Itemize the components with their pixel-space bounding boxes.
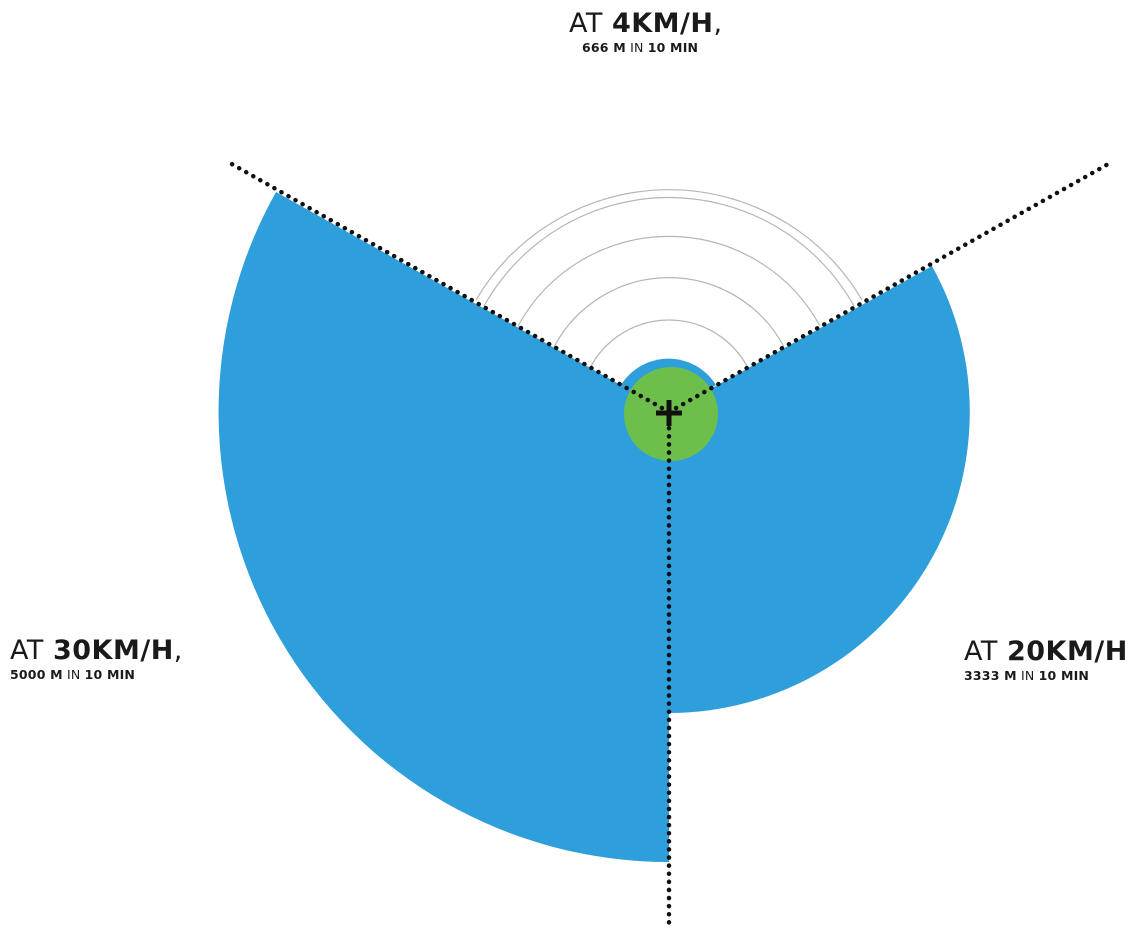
- sector-20kmh: [669, 266, 970, 713]
- bike-fast-time: 10 MIN: [84, 667, 136, 682]
- bike-prefix: AT: [964, 636, 998, 667]
- bike-fast-prefix: AT: [10, 635, 44, 666]
- bike-fast-speed: 30KM/H: [52, 635, 174, 666]
- bike-fast-speed-heading: AT 30KM/H,: [10, 637, 183, 664]
- radius-arc-1: [589, 319, 749, 369]
- radius-arcs: [475, 189, 863, 369]
- bike-distance-line: 3333 M IN 10 MIN: [964, 668, 1128, 683]
- radius-arc-4: [483, 196, 855, 307]
- cross-marker-icon: [656, 400, 682, 426]
- bike-distance: 3333 M: [964, 668, 1017, 683]
- radius-arc-2: [553, 277, 785, 348]
- walk-speed: 4KM/H: [611, 8, 714, 39]
- label-bike-30kmh: AT 30KM/H, 5000 M IN 10 MIN: [10, 637, 183, 682]
- sector-30kmh: [218, 192, 669, 863]
- label-walk-4kmh: AT 4KM/H, 666 M IN 10 MIN: [569, 10, 723, 55]
- bike-fast-distance-line: 5000 M IN 10 MIN: [10, 667, 183, 682]
- walk-prefix: AT: [569, 8, 603, 39]
- walk-suffix: ,: [713, 8, 723, 39]
- walk-speed-heading: AT 4KM/H,: [569, 10, 723, 37]
- walk-distance-line: 666 M IN 10 MIN: [582, 40, 723, 55]
- walk-in: IN: [630, 40, 644, 55]
- divider-lines: [227, 160, 1113, 927]
- bike-speed: 20KM/H: [1006, 636, 1128, 667]
- bike-fast-distance: 5000 M: [10, 667, 63, 682]
- bike-fast-in: IN: [66, 667, 81, 682]
- bike-in: IN: [1020, 668, 1035, 683]
- walk-distance: 666 M: [582, 40, 626, 55]
- label-bike-20kmh: AT 20KM/H 3333 M IN 10 MIN: [964, 638, 1128, 683]
- bike-time: 10 MIN: [1038, 668, 1090, 683]
- divider-line-upper-left: [227, 160, 672, 415]
- walk-time: 10 MIN: [647, 40, 699, 55]
- divider-line-upper-right: [666, 160, 1113, 415]
- radius-arc-5: [475, 189, 863, 301]
- bike-fast-suffix: ,: [173, 635, 183, 666]
- bike-speed-heading: AT 20KM/H: [964, 638, 1128, 665]
- radius-arc-3: [517, 235, 821, 327]
